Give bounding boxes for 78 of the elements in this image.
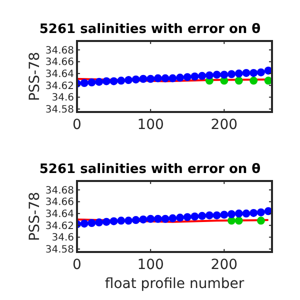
point — [176, 74, 184, 82]
point — [154, 214, 162, 223]
point — [154, 74, 162, 82]
point — [161, 74, 170, 82]
point — [146, 214, 155, 223]
point — [183, 73, 192, 82]
y-tick-label: 34.66 — [45, 197, 74, 208]
point — [102, 77, 110, 86]
point — [264, 76, 272, 85]
point — [161, 214, 170, 223]
point — [117, 76, 126, 85]
x-axis-title: float profile number — [104, 276, 244, 292]
chart-title: 5261 salinities with error on θ — [39, 162, 261, 177]
chart-title: 5261 salinities with error on θ — [39, 22, 261, 37]
point — [146, 74, 155, 83]
point — [220, 70, 228, 79]
y-tick-label: 34.64 — [45, 209, 74, 220]
point — [80, 220, 88, 228]
point — [212, 211, 221, 220]
point — [102, 218, 110, 226]
x-tick-label: 200 — [210, 257, 238, 273]
point — [132, 216, 140, 224]
point — [198, 72, 206, 80]
point — [95, 218, 104, 226]
point — [117, 216, 126, 225]
x-tick-label: 100 — [137, 117, 164, 133]
y-tick-label: 34.68 — [45, 185, 74, 196]
point — [176, 214, 184, 222]
point — [242, 68, 250, 77]
point — [250, 68, 258, 77]
point — [212, 70, 221, 79]
point — [234, 216, 243, 225]
point — [256, 208, 265, 216]
y-axis-title: PSS-78 — [27, 192, 43, 242]
point — [168, 214, 177, 222]
y-tick-label: 34.6 — [52, 232, 74, 244]
x-tick-label: 100 — [137, 257, 164, 273]
point — [250, 76, 258, 85]
point — [190, 72, 199, 80]
y-tick-label: 34.62 — [45, 220, 74, 232]
y-tick-label: 34.62 — [45, 80, 74, 92]
y-tick-label: 34.64 — [45, 69, 74, 80]
point — [242, 210, 250, 218]
y-tick-label: 34.66 — [45, 57, 74, 68]
point — [234, 70, 243, 78]
point — [95, 78, 104, 86]
point — [124, 216, 133, 225]
point — [250, 208, 258, 217]
y-tick-label: 34.6 — [52, 92, 74, 104]
x-tick-label: 0 — [72, 257, 82, 273]
point — [139, 215, 148, 224]
point — [234, 76, 243, 85]
x-tick-label: 0 — [72, 117, 82, 133]
point — [88, 219, 96, 228]
point — [132, 75, 140, 84]
point — [256, 68, 265, 76]
point — [198, 212, 206, 220]
point — [88, 78, 96, 86]
point — [228, 210, 236, 218]
point — [110, 217, 118, 226]
point — [205, 71, 214, 80]
point — [110, 77, 118, 86]
y-tick-label: 34.58 — [45, 244, 74, 256]
point — [139, 74, 148, 83]
point — [168, 74, 177, 82]
point — [124, 76, 133, 84]
x-tick-label: 200 — [210, 117, 238, 133]
y-tick-label: 34.58 — [45, 104, 74, 116]
y-axis-title: PSS-78 — [27, 52, 43, 102]
point — [234, 210, 243, 218]
y-tick-label: 34.68 — [45, 45, 74, 56]
point — [80, 79, 88, 88]
point — [256, 216, 265, 225]
point — [183, 213, 192, 222]
point — [205, 211, 214, 220]
point — [220, 210, 228, 219]
point — [228, 70, 236, 78]
point — [190, 212, 199, 220]
